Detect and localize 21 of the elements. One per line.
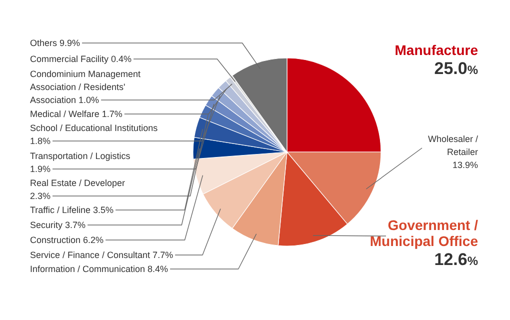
data-label: 1.8% (30, 136, 51, 146)
slice-label: Condominium Management Association / Residents' Association 1.0% (30, 69, 142, 105)
slice-label: Commercial Facility 0.4% (30, 54, 132, 64)
slice-label: Medical / Welfare 1.7% (30, 109, 122, 119)
slice-label: Service / Finance / Consultant 7.7% (30, 250, 174, 260)
slice-label: School / Educational Institutions (30, 123, 158, 133)
slice-label: Construction 6.2% (30, 235, 104, 245)
slice-label: Real Estate / Developer (30, 178, 126, 188)
data-label: 1.9% (30, 164, 51, 174)
data-label: 25.0% (434, 59, 478, 78)
slice-label: Transportation / Logistics (30, 151, 131, 161)
data-label: 12.6% (434, 250, 478, 269)
slice-label: Government / Municipal Office (370, 217, 478, 249)
data-label: 2.3% (30, 191, 51, 201)
data-label: 13.9% (452, 160, 478, 170)
slice-label: Manufacture (394, 42, 478, 58)
slice-label: Traffic / Lifeline 3.5% (30, 205, 114, 215)
slice-label: Others 9.9% (30, 38, 80, 48)
slice-label: Wholesaler / Retailer (428, 134, 478, 157)
slice-label: Security 3.7% (30, 220, 86, 230)
slice-label: Information / Communication 8.4% (30, 264, 168, 274)
